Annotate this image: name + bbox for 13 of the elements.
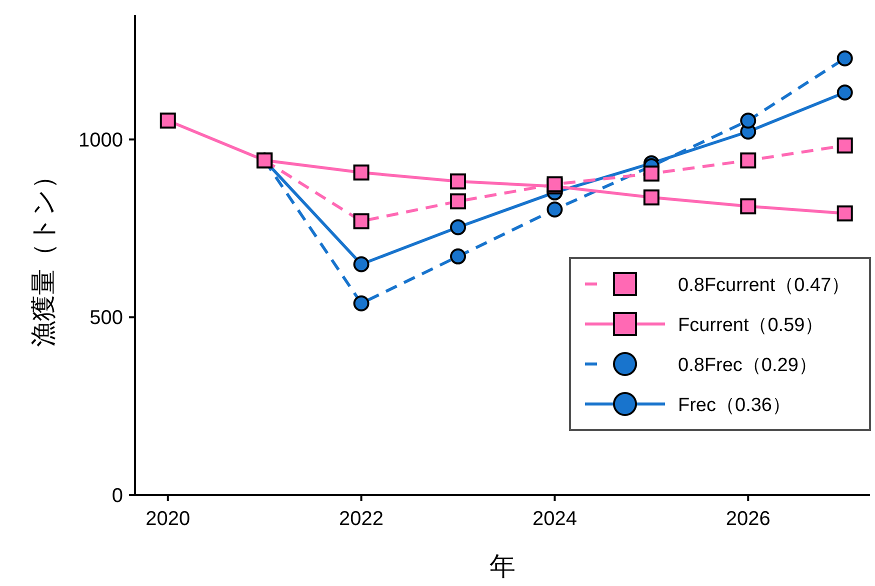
y-tick-label: 500 [90, 307, 123, 330]
y-tick-label: 0 [112, 485, 123, 507]
legend-label: Fcurrent（0.59） [678, 315, 824, 336]
x-tick-label: 2026 [726, 508, 770, 530]
x-tick-label: 2024 [532, 508, 577, 530]
y-axis-title: 漁獲量（トン） [28, 163, 58, 347]
legend-label: 0.8Fcurrent（0.47） [678, 275, 850, 296]
legend-label: 0.8Frec（0.29） [678, 355, 818, 376]
x-tick-label: 2020 [146, 508, 190, 530]
x-tick-label: 2022 [339, 508, 384, 530]
y-tick-label: 1000 [78, 129, 123, 152]
x-axis-title: 年 [490, 551, 516, 581]
legend-label: Frec（0.36） [678, 395, 791, 416]
